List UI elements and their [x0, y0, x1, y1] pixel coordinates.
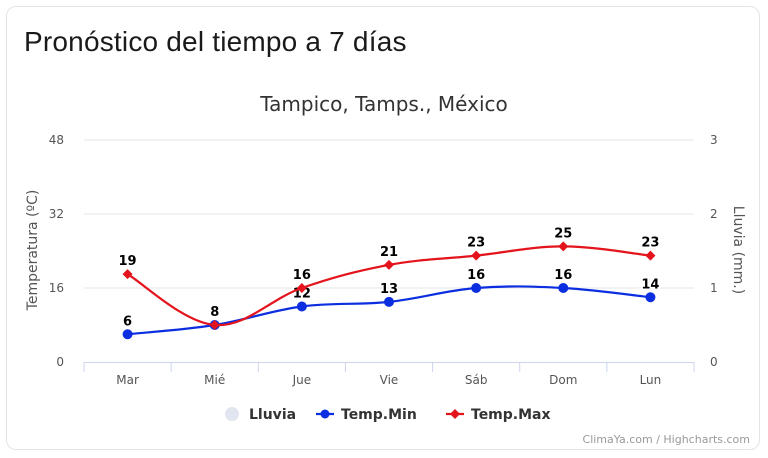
- data-point-temp-min[interactable]: [122, 329, 133, 340]
- legend-label: Temp.Min: [341, 407, 417, 423]
- chart-card: [6, 6, 760, 450]
- data-point-temp-min[interactable]: [471, 283, 482, 293]
- legend-item-temp-min[interactable]: Temp.Min: [316, 407, 417, 423]
- data-label: 19: [119, 254, 137, 269]
- y-right-tick-label: 1: [710, 281, 718, 295]
- data-label: 23: [467, 236, 485, 251]
- x-tick-label: Jue: [292, 373, 312, 387]
- data-label: 8: [210, 305, 219, 320]
- y-left-tick-label: 16: [49, 281, 64, 295]
- x-tick-label: Dom: [549, 373, 577, 387]
- data-label: 21: [380, 245, 398, 260]
- legend-item-lluvia[interactable]: Lluvia: [225, 407, 296, 423]
- chart-credits[interactable]: ClimaYa.com / Highcharts.com: [583, 433, 750, 446]
- data-point-temp-max[interactable]: [122, 269, 133, 280]
- data-label: 16: [554, 268, 572, 283]
- y-right-tick-label: 3: [710, 133, 718, 147]
- data-label: 16: [293, 268, 311, 283]
- y-left-tick-label: 0: [56, 355, 64, 369]
- data-label: 13: [380, 282, 398, 297]
- data-point-temp-max[interactable]: [384, 259, 394, 270]
- y-axis-right-title: Lluvia (mm.): [730, 206, 746, 294]
- legend-circle-icon: [320, 409, 330, 419]
- data-point-temp-min[interactable]: [296, 301, 307, 312]
- x-tick-label: Sáb: [465, 373, 488, 387]
- legend-symbol-lluvia: [225, 407, 239, 421]
- data-point-temp-max[interactable]: [209, 320, 220, 330]
- legend-item-temp-max[interactable]: Temp.Max: [446, 407, 551, 423]
- legend-diamond-icon: [450, 409, 460, 419]
- chart-title: Tampico, Tamps., México: [259, 92, 508, 116]
- data-point-temp-min[interactable]: [558, 283, 569, 293]
- data-point-temp-min[interactable]: [645, 292, 656, 303]
- page-title: Pronóstico del tiempo a 7 días: [24, 26, 407, 57]
- x-tick-label: Lun: [640, 373, 662, 387]
- y-axis-left-title: Temperatura (ºC): [25, 190, 41, 312]
- data-label: 6: [123, 314, 132, 329]
- data-point-temp-max[interactable]: [471, 250, 482, 261]
- data-label: 14: [641, 277, 659, 292]
- x-tick-label: Mié: [204, 373, 225, 387]
- data-point-temp-max[interactable]: [645, 250, 656, 261]
- legend-label: Temp.Max: [471, 407, 551, 423]
- x-tick-label: Mar: [116, 373, 139, 387]
- y-left-tick-label: 32: [49, 207, 64, 221]
- y-right-tick-label: 2: [710, 207, 718, 221]
- legend-label: Lluvia: [249, 407, 296, 423]
- data-point-temp-min[interactable]: [384, 296, 394, 307]
- x-tick-label: Vie: [380, 373, 399, 387]
- data-label: 16: [467, 268, 485, 283]
- data-label: 25: [554, 226, 572, 241]
- y-left-tick-label: 48: [49, 133, 64, 147]
- data-point-temp-max[interactable]: [558, 241, 569, 252]
- data-point-temp-max[interactable]: [296, 283, 307, 293]
- y-right-tick-label: 0: [710, 355, 718, 369]
- data-label: 23: [641, 236, 659, 251]
